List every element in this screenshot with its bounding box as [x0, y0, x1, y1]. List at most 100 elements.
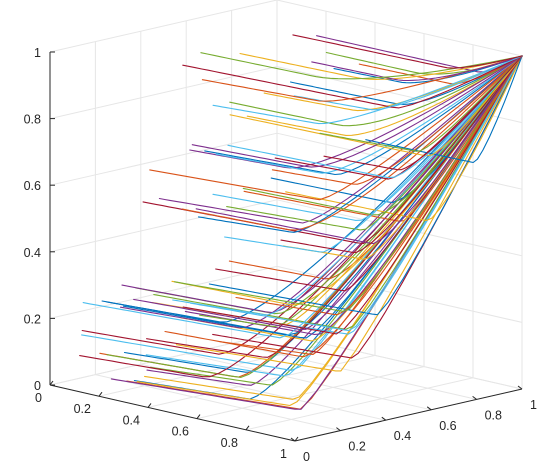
wall-grid-line	[276, 0, 523, 57]
y-tick-label: 0.2	[348, 440, 365, 454]
y-tick-label: 0.4	[394, 429, 411, 443]
series-line	[215, 55, 523, 292]
y-tick-mark	[336, 427, 341, 432]
series-line	[195, 55, 523, 245]
series-line	[319, 55, 523, 152]
x-tick-mark	[49, 380, 54, 386]
x-tick-mark	[98, 391, 103, 397]
floor-grid-line	[276, 332, 523, 390]
series-line	[153, 55, 523, 330]
series-line	[182, 55, 523, 109]
series-line	[146, 55, 523, 358]
series-line	[212, 55, 523, 125]
series-line	[212, 55, 523, 221]
chart-axes	[49, 51, 523, 442]
series-line	[182, 55, 523, 335]
series-line	[181, 55, 523, 231]
series-line	[235, 55, 523, 316]
wall-grid-line	[49, 132, 278, 186]
series-line	[224, 55, 523, 253]
x-tick-label: 0.4	[123, 413, 140, 427]
chart-tick-labels: 0 0.2 0.4 0.6 0.8 1 0 0.2 0.4 0.6 0.8 1 0 0.2 0.4 0.6 0.…	[24, 46, 537, 461]
series-line	[215, 55, 523, 174]
x-tick-label: 0.8	[221, 436, 238, 450]
series-line	[204, 55, 523, 176]
series-line	[293, 55, 523, 111]
series-line	[200, 52, 523, 80]
series-line	[365, 55, 523, 164]
series-line	[226, 55, 523, 231]
y-axis-line	[294, 388, 523, 442]
x-tick-label: 0.6	[172, 425, 189, 439]
series-line	[174, 55, 523, 312]
series-line	[208, 55, 523, 316]
x-tick-mark	[245, 425, 250, 431]
series-line	[212, 55, 523, 359]
series-line	[239, 52, 523, 80]
y-tick-mark	[381, 416, 387, 421]
z-tick-label: 0.2	[24, 312, 41, 326]
series-line	[189, 55, 523, 169]
series-line	[316, 35, 523, 73]
series-line	[229, 55, 523, 127]
series-line	[82, 55, 523, 339]
y-tick-mark	[426, 406, 432, 411]
series-line	[311, 55, 523, 82]
y-tick-label: 0	[303, 450, 310, 461]
series-line	[184, 55, 523, 335]
series-line	[119, 55, 523, 329]
series-line	[191, 55, 523, 168]
floor-grid-line	[196, 366, 425, 420]
y-tick-mark	[472, 395, 477, 400]
x-tick-label: 0	[35, 391, 42, 405]
series-line	[106, 55, 523, 323]
x-tick-mark	[147, 403, 152, 408]
floor-grid-line	[95, 374, 341, 432]
series-line	[246, 55, 523, 136]
z-tick-label: 0	[34, 379, 41, 393]
z-tick-label: 0.4	[24, 246, 41, 260]
x-tick-mark	[294, 436, 299, 442]
wall-grid-line	[49, 199, 278, 253]
series-line	[190, 55, 523, 332]
floor-grid-line	[245, 377, 474, 431]
series-line	[274, 55, 523, 180]
wall-grid-line	[49, 0, 278, 53]
chart-series-group	[79, 34, 523, 410]
series-line	[227, 55, 523, 179]
z-tick-label: 0.8	[24, 113, 41, 127]
y-tick-label: 0.8	[485, 408, 502, 422]
series-line	[292, 34, 523, 69]
series-line	[144, 55, 523, 400]
series-line	[289, 55, 523, 106]
series-line	[323, 55, 523, 171]
floor-grid-line	[147, 354, 376, 408]
series-line	[171, 55, 523, 306]
y-tick-label: 1	[530, 398, 537, 412]
series-line	[229, 55, 523, 157]
y-tick-label: 0.6	[439, 419, 456, 433]
x-tick-label: 1	[280, 447, 287, 461]
series-line	[199, 55, 523, 328]
series-line	[175, 55, 523, 372]
series-line	[121, 55, 523, 314]
series-line	[150, 55, 523, 386]
z-tick-label: 0.6	[24, 179, 41, 193]
floor-grid-line	[98, 343, 327, 397]
x-tick-label: 0.2	[74, 402, 91, 416]
series-line	[164, 55, 523, 358]
series-line	[133, 55, 523, 330]
y-tick-mark	[290, 437, 296, 442]
series-line	[201, 55, 523, 102]
series-line	[145, 55, 523, 377]
series-line	[136, 55, 523, 407]
series-line	[263, 55, 523, 112]
z-tick-label: 1	[34, 46, 41, 60]
y-tick-mark	[517, 385, 523, 390]
floor-grid-line	[231, 342, 477, 400]
x-tick-mark	[196, 414, 201, 419]
series-line	[271, 55, 523, 185]
series-line	[280, 55, 523, 254]
x-axis-line	[49, 384, 296, 442]
